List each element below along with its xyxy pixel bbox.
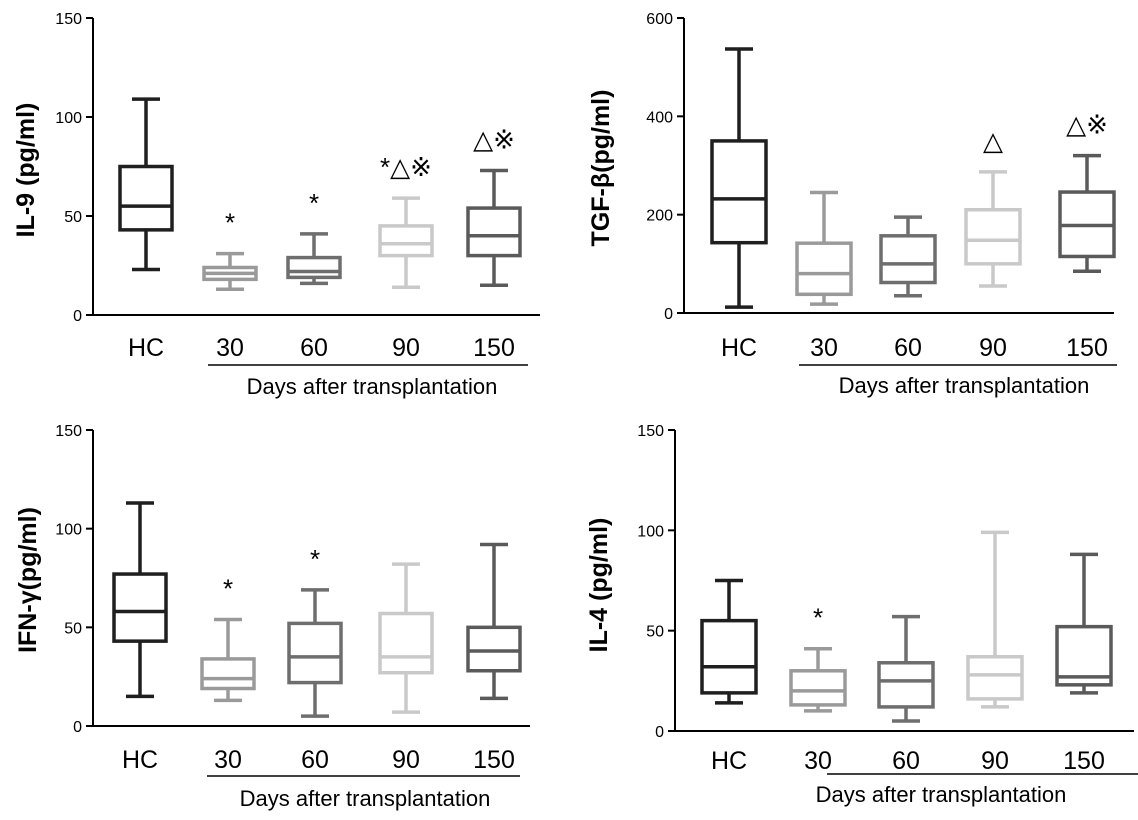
x-category-label: 150 xyxy=(473,334,515,362)
box-plot-60 xyxy=(286,232,342,286)
box-iqr xyxy=(112,572,168,643)
y-tick-label: 100 xyxy=(55,110,82,127)
x-category-label: HC xyxy=(721,334,757,362)
box-iqr xyxy=(966,655,1024,701)
x-category-label: 90 xyxy=(392,746,420,774)
y-tick-label: 150 xyxy=(55,423,82,440)
significance-marker: * xyxy=(223,573,233,603)
y-tick-label: 50 xyxy=(64,209,82,226)
box-iqr xyxy=(877,661,935,709)
y-tick-label: 0 xyxy=(73,308,82,325)
box-plot-60 xyxy=(877,614,935,723)
y-tick-label: 0 xyxy=(73,719,82,736)
y-axis-label: IL-4 (pg/ml) xyxy=(585,518,613,653)
x-category-label: 60 xyxy=(892,747,920,775)
significance-marker: △※ xyxy=(1066,110,1108,140)
significance-marker: *△※ xyxy=(380,152,432,182)
box-plot-150 xyxy=(466,168,522,288)
box-iqr xyxy=(710,139,768,245)
y-axis-label: IFN-γ(pg/ml) xyxy=(14,507,42,653)
y-tick-label: 100 xyxy=(637,523,664,540)
box-plot-150 xyxy=(1058,153,1116,273)
box-plot-30 xyxy=(789,646,847,713)
box-iqr xyxy=(789,669,847,707)
significance-marker: * xyxy=(310,544,320,574)
box-iqr xyxy=(700,618,758,695)
y-tick-label: 400 xyxy=(646,109,673,126)
box-plot-90 xyxy=(966,530,1024,709)
box-plot-60 xyxy=(879,215,937,298)
x-category-label: HC xyxy=(128,334,164,362)
x-category-label: 30 xyxy=(214,746,242,774)
x-category-label: 90 xyxy=(392,334,420,362)
x-category-label: 150 xyxy=(473,746,515,774)
x-category-label: 150 xyxy=(1063,747,1105,775)
x-category-label: 30 xyxy=(804,747,832,775)
x-category-label: HC xyxy=(711,747,747,775)
x-category-label: 90 xyxy=(981,747,1009,775)
box-plot-HC xyxy=(112,501,168,699)
y-axis-label: IL-9 (pg/ml) xyxy=(12,103,40,238)
box-plot-90 xyxy=(964,170,1022,288)
box-plot-HC xyxy=(700,578,758,705)
box-plot-30 xyxy=(795,190,853,306)
group-label: Days after transplantation xyxy=(839,373,1090,398)
box-plot-150 xyxy=(466,542,522,701)
significance-marker: △ xyxy=(983,126,1003,156)
y-tick-label: 100 xyxy=(55,522,82,539)
y-tick-label: 150 xyxy=(55,11,82,28)
x-category-label: 30 xyxy=(216,334,244,362)
y-tick-label: 50 xyxy=(646,624,664,641)
chart-panel-ifng: 0 50 100 150 IFN-γ(pg/ml) HC 30 * 60 * 90 150 Days a… xyxy=(14,423,530,811)
x-category-label: 90 xyxy=(979,334,1007,362)
y-tick-label: 150 xyxy=(637,423,664,440)
significance-marker: * xyxy=(813,603,823,633)
x-category-label: 60 xyxy=(894,334,922,362)
y-tick-label: 0 xyxy=(655,724,664,741)
chart-panel-il4: 0 50 100 150 IL-4 (pg/ml) HC 30 * 60 90 150 Days af… xyxy=(585,423,1138,807)
chart-panel-tgfb: 0 200 400 600 TGF-β(pg/ml) HC 30 60 90 △ 150 △※ Days… xyxy=(587,11,1117,398)
box-plot-90 xyxy=(378,562,434,714)
y-tick-label: 0 xyxy=(664,306,673,323)
box-iqr xyxy=(795,241,853,297)
significance-marker: * xyxy=(309,188,319,218)
y-tick-label: 600 xyxy=(646,11,673,28)
box-iqr xyxy=(879,234,937,285)
group-label: Days after transplantation xyxy=(816,782,1067,807)
box-plot-HC xyxy=(118,97,174,272)
group-label: Days after transplantation xyxy=(240,786,491,811)
box-plot-HC xyxy=(710,47,768,309)
significance-marker: * xyxy=(225,208,235,238)
x-category-label: 150 xyxy=(1066,334,1108,362)
y-tick-label: 50 xyxy=(64,620,82,637)
box-iqr xyxy=(466,625,522,673)
box-iqr xyxy=(200,657,256,691)
box-plot-150 xyxy=(1055,552,1113,695)
y-axis-label: TGF-β(pg/ml) xyxy=(587,90,615,247)
box-iqr xyxy=(286,255,342,280)
x-category-label: HC xyxy=(122,746,158,774)
box-iqr xyxy=(378,611,434,675)
box-iqr xyxy=(1055,624,1113,687)
group-label: Days after transplantation xyxy=(247,374,498,399)
box-plot-60 xyxy=(287,588,343,718)
box-iqr xyxy=(287,621,343,685)
box-iqr xyxy=(118,164,174,232)
box-iqr xyxy=(378,224,434,258)
box-plot-30 xyxy=(202,251,258,292)
x-category-label: 60 xyxy=(300,334,328,362)
significance-marker: △※ xyxy=(473,124,515,154)
box-iqr xyxy=(466,206,522,258)
y-tick-label: 200 xyxy=(646,208,673,225)
chart-panel-il9: 0 50 100 150 IL-9 (pg/ml) HC 30 * 60 * 90 *△※ 150 △※ D… xyxy=(12,11,540,399)
x-category-label: 60 xyxy=(301,746,329,774)
box-iqr xyxy=(964,208,1022,266)
box-plot-30 xyxy=(200,617,256,703)
box-plot-90 xyxy=(378,196,434,290)
x-category-label: 30 xyxy=(810,334,838,362)
